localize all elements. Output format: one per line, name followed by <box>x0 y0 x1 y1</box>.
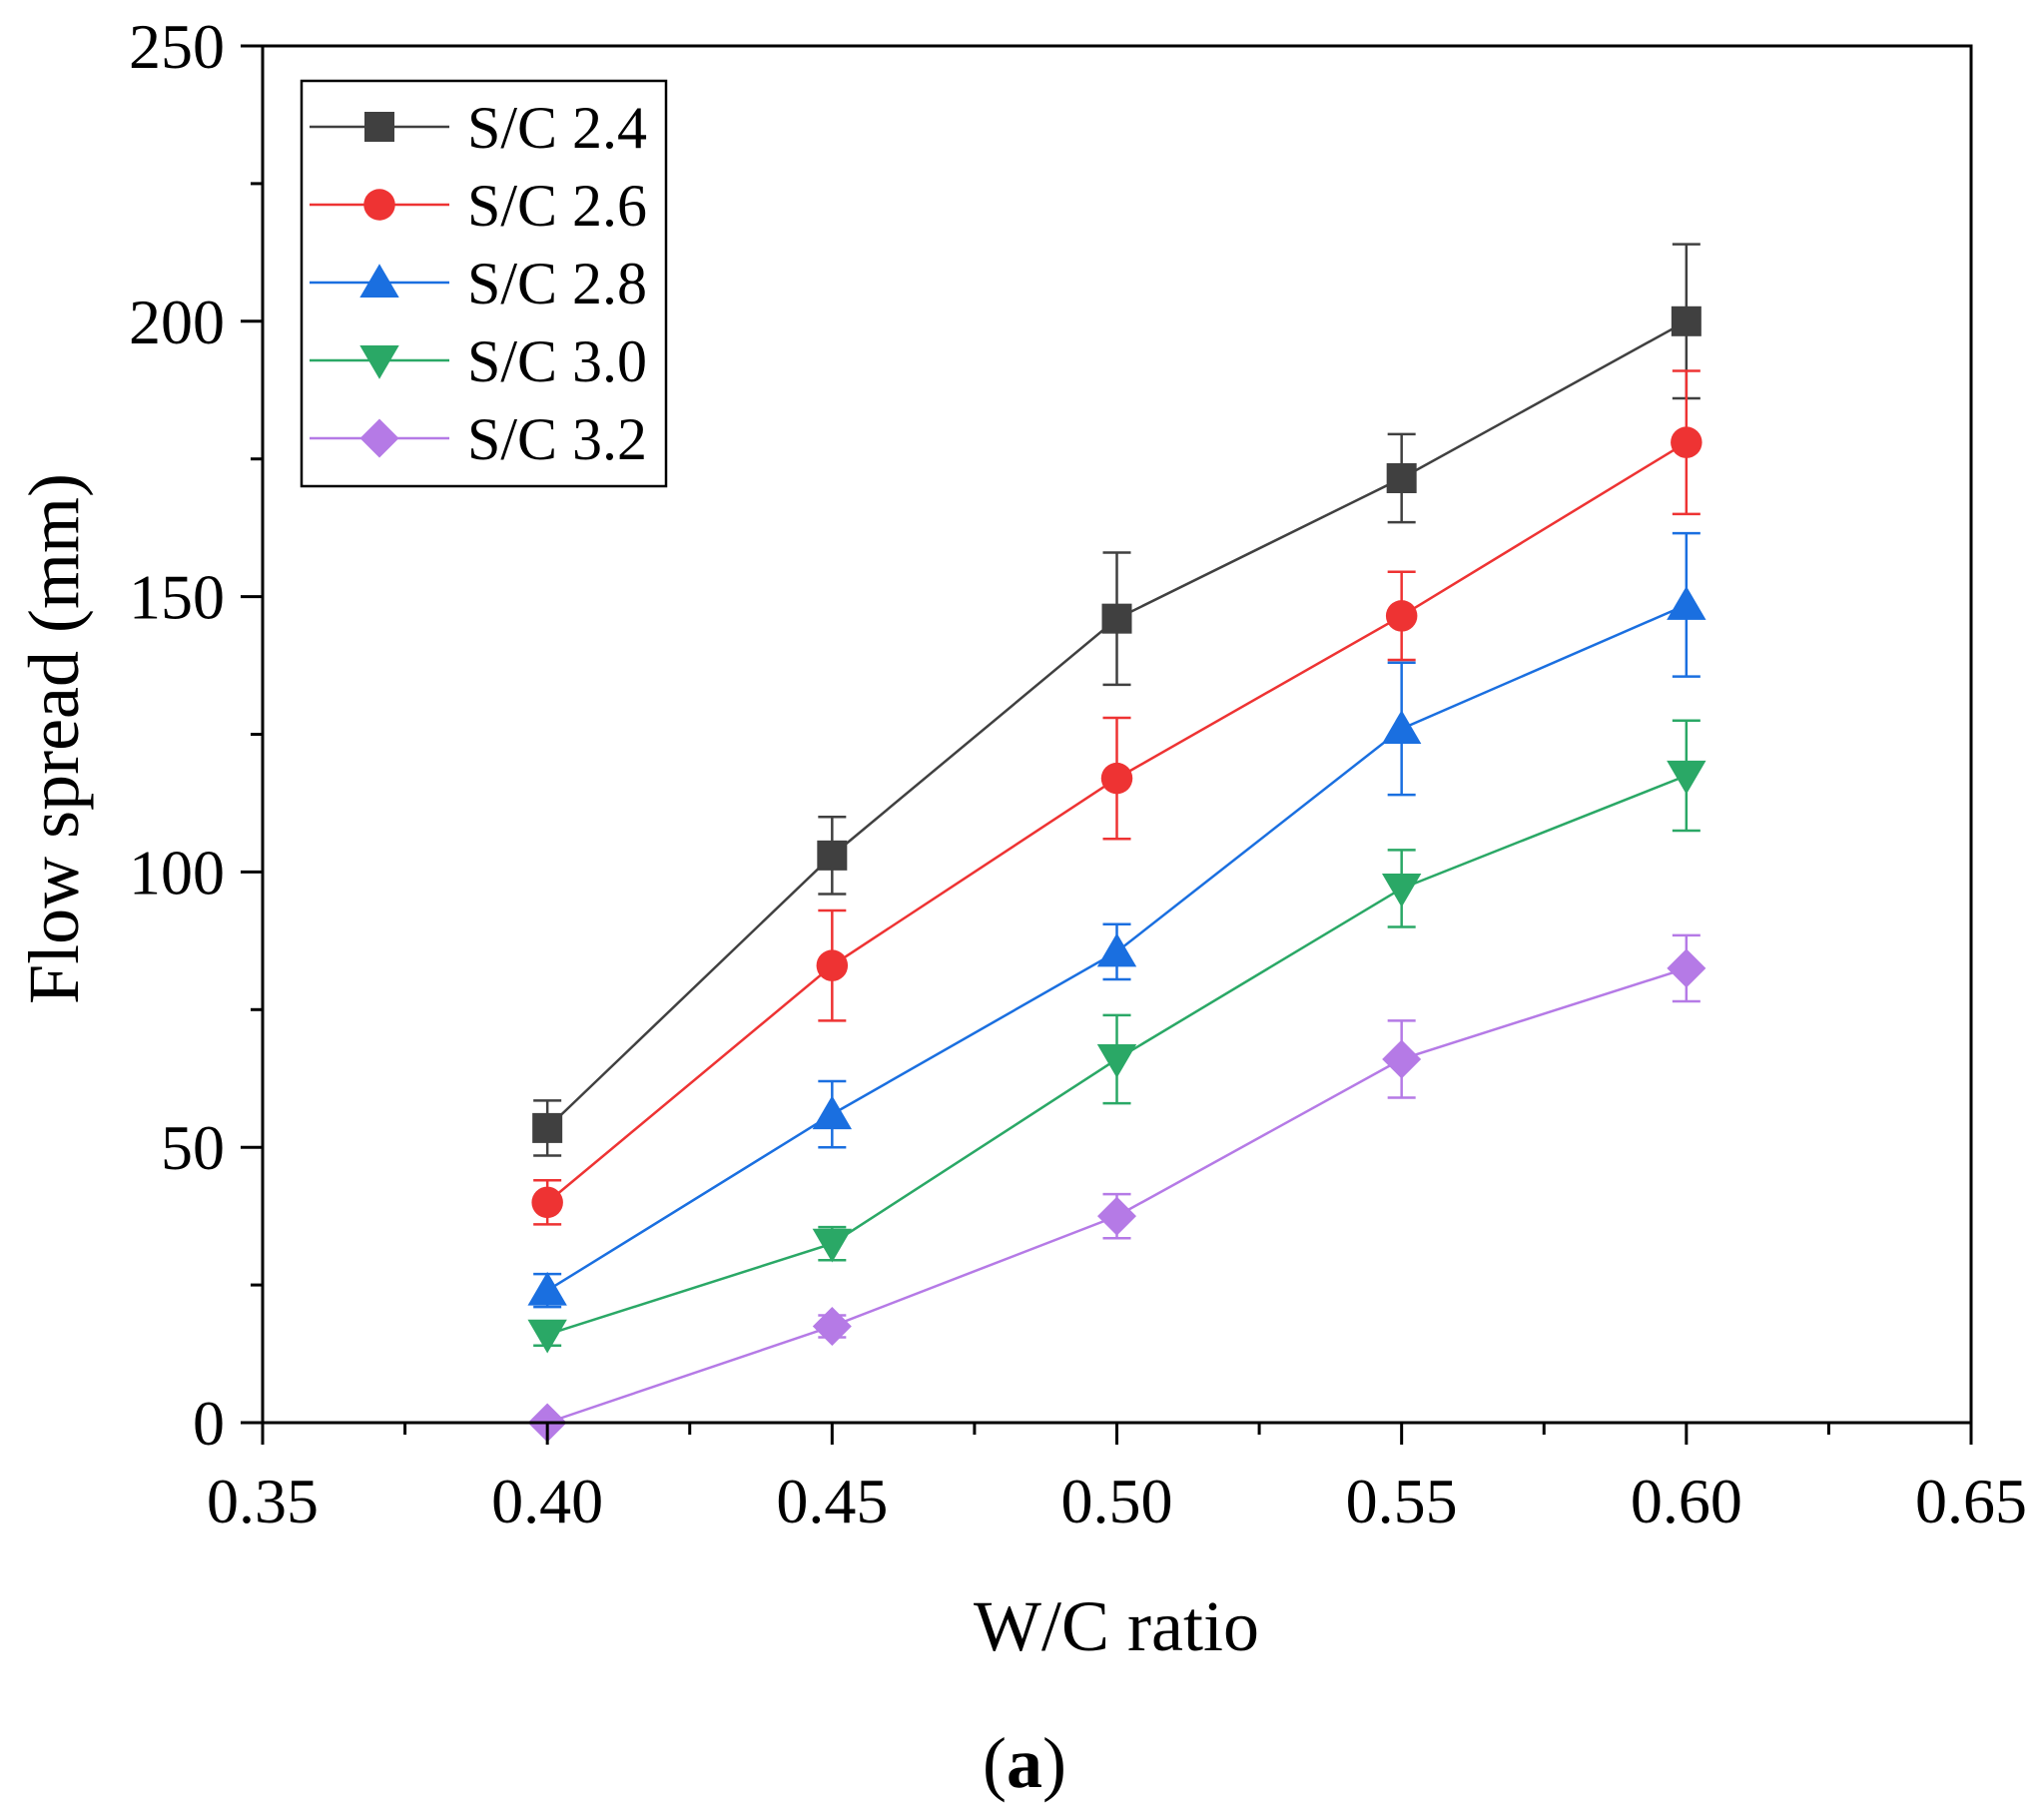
series-s-c-2-6 <box>531 369 1703 1226</box>
x-tick-label: 0.60 <box>1631 1466 1742 1536</box>
data-point <box>816 949 849 981</box>
data-point <box>1667 586 1706 620</box>
data-point <box>1097 1196 1136 1236</box>
data-point <box>1382 1039 1422 1079</box>
legend-label: S/C 3.0 <box>467 328 647 394</box>
legend-label: S/C 3.2 <box>467 406 647 472</box>
caption-label: a <box>1007 1723 1042 1803</box>
y-tick-label: 0 <box>193 1388 225 1459</box>
y-tick-label: 250 <box>129 11 225 82</box>
data-point <box>1671 426 1703 458</box>
legend-label: S/C 2.6 <box>467 173 647 239</box>
caption-close: ) <box>1042 1723 1066 1803</box>
x-tick-label: 0.40 <box>491 1466 603 1536</box>
data-point <box>1386 463 1417 494</box>
data-point <box>1100 762 1133 795</box>
series-s-c-3-0 <box>527 719 1706 1354</box>
x-tick-label: 0.65 <box>1915 1466 2027 1536</box>
y-tick-label: 200 <box>129 287 225 357</box>
legend-label: S/C 2.8 <box>467 251 647 316</box>
legend-marker <box>363 189 395 221</box>
legend-entry: S/C 2.4 <box>310 95 647 161</box>
x-tick-label: 0.35 <box>207 1466 319 1536</box>
data-point <box>812 1228 853 1263</box>
data-point <box>531 1186 563 1219</box>
data-point <box>812 1095 853 1130</box>
data-point <box>1667 760 1706 795</box>
data-point <box>1101 603 1132 634</box>
legend-marker <box>364 112 394 142</box>
data-point <box>1385 600 1418 632</box>
x-tick-label: 0.45 <box>776 1466 888 1536</box>
y-tick-label: 100 <box>129 837 225 908</box>
data-point <box>527 1271 567 1306</box>
data-point <box>817 840 848 871</box>
legend-entry: S/C 3.0 <box>310 328 647 394</box>
data-point <box>527 1319 567 1354</box>
legend: S/C 2.4 S/C 2.6 S/C 2.8 S/C 3.0 S/C 3.2 <box>300 79 668 488</box>
data-point <box>1096 932 1137 967</box>
legend-marker <box>359 345 399 379</box>
plot-area <box>527 243 1706 1443</box>
figure-caption: (a) <box>983 1723 1066 1803</box>
legend-entry: S/C 3.2 <box>310 406 647 472</box>
data-point <box>1381 710 1422 744</box>
legend-marker <box>359 264 399 298</box>
data-point <box>1667 948 1706 988</box>
series-s-c-2-8 <box>527 531 1706 1309</box>
legend-entry: S/C 2.6 <box>310 173 647 239</box>
legend-entry: S/C 2.8 <box>310 251 647 316</box>
data-point <box>812 1306 852 1346</box>
x-axis-title: W/C ratio <box>974 1586 1259 1666</box>
caption-open: ( <box>983 1723 1007 1803</box>
y-tick-label: 150 <box>129 562 225 633</box>
x-tick-label: 0.55 <box>1346 1466 1458 1536</box>
axes: 0.35 0.40 0.45 0.50 0.55 0.60 0.65 0 50 100 150 200… <box>129 11 2027 1536</box>
y-tick-label: 50 <box>161 1112 225 1183</box>
data-point <box>1096 1043 1137 1078</box>
legend-label: S/C 2.4 <box>467 95 647 161</box>
data-point <box>1671 305 1702 336</box>
legend-marker <box>359 418 399 458</box>
data-point <box>532 1112 563 1143</box>
series-s-c-3-2 <box>527 933 1706 1443</box>
y-axis-title: Flow spread (mm) <box>14 473 94 1004</box>
x-tick-label: 0.50 <box>1061 1466 1173 1536</box>
data-point <box>1381 873 1422 908</box>
